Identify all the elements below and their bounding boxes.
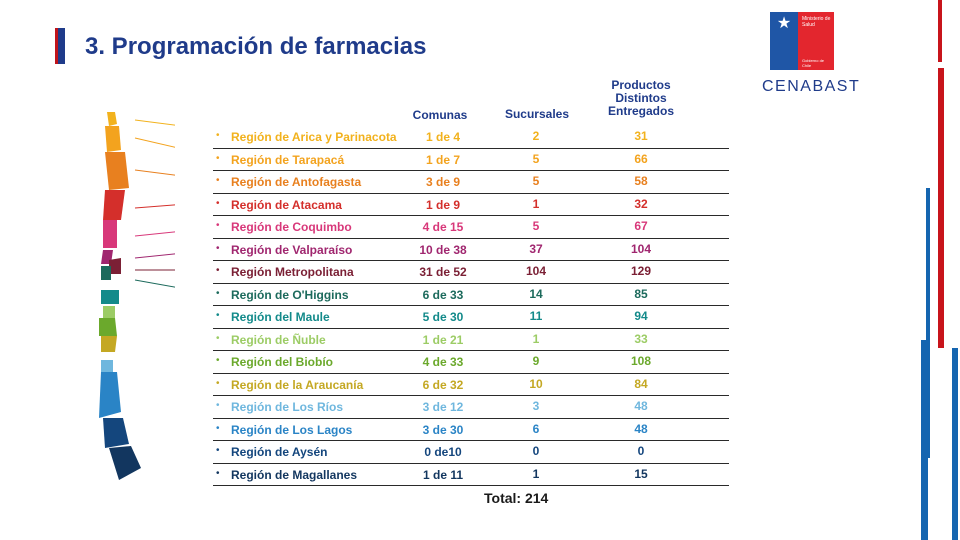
header-productos: Productos Distintos Entregados [607, 78, 674, 118]
table-row: • Región de Magallanes 1 de 11 1 15 [213, 464, 729, 486]
table-row: • Región de Atacama 1 de 9 1 32 [213, 194, 729, 216]
logo-name: CENABAST [762, 78, 861, 95]
sucursales-cell: 3 [532, 399, 540, 413]
productos-cell: 32 [634, 196, 648, 211]
table-total: Total: 214 [484, 490, 549, 506]
decorative-blue-line-1 [926, 188, 930, 458]
header-sucursales: Sucursales [504, 107, 570, 121]
comunas-cell: 1 de 9 [425, 197, 461, 212]
sucursales-cell: 2 [532, 129, 540, 143]
table-row: • Región del Maule 5 de 30 11 94 [213, 306, 729, 329]
region-name: Región de la Araucanía [231, 377, 364, 392]
sucursales-cell: 5 [532, 151, 540, 166]
star-icon: ★ [776, 15, 792, 32]
comunas-cell: 1 de 21 [422, 332, 464, 347]
comunas-cell: 5 de 30 [422, 310, 464, 324]
government-emblem: ★ Ministerio de Salud Gobierno de Chile [770, 12, 834, 70]
sucursales-cell: 6 [532, 421, 540, 436]
table-row: • Región de Ñuble 1 de 21 1 33 [213, 329, 729, 351]
table-row: • Región de la Araucanía 6 de 32 10 84 [213, 374, 729, 396]
table-row: • Región de Valparaíso 10 de 38 37 104 [213, 239, 729, 261]
region-name: Región Metropolitana [231, 265, 354, 279]
productos-cell: 85 [634, 286, 648, 301]
comunas-cell: 1 de 4 [425, 130, 461, 144]
decorative-blue-line-3 [952, 348, 958, 540]
productos-cell: 58 [634, 174, 648, 188]
region-name: Región del Biobío [231, 355, 333, 369]
region-name: Región de Tarapacá [231, 152, 345, 167]
pharmacy-table: • Región de Arica y Parinacota 1 de 4 2 31 •… [213, 126, 729, 486]
sucursales-cell: 5 [532, 219, 540, 233]
region-name: Región de Magallanes [231, 467, 358, 482]
sucursales-cell: 1 [532, 331, 540, 346]
table-row: • Región del Biobío 4 de 33 9 108 [213, 351, 729, 374]
comunas-cell: 1 de 7 [425, 152, 461, 167]
productos-cell: 31 [634, 129, 648, 143]
sucursales-cell: 9 [532, 354, 540, 368]
productos-cell: 108 [630, 354, 652, 368]
productos-cell: 48 [634, 421, 648, 436]
region-name: Región de Antofagasta [231, 175, 362, 189]
comunas-cell: 31 de 52 [419, 265, 467, 279]
table-row: • Región de O'Higgins 6 de 33 14 85 [213, 284, 729, 306]
table-row: • Región de Coquimbo 4 de 15 5 67 [213, 216, 729, 239]
sucursales-cell: 14 [529, 286, 543, 301]
table-row: • Región de Antofagasta 3 de 9 5 58 [213, 171, 729, 194]
productos-cell: 15 [634, 466, 648, 481]
sucursales-cell: 5 [532, 174, 540, 188]
sucursales-cell: 37 [529, 241, 543, 256]
productos-cell: 94 [634, 309, 648, 323]
region-name: Región de Los Lagos [231, 422, 353, 437]
productos-cell: 33 [634, 331, 648, 346]
comunas-cell: 1 de 11 [422, 467, 464, 482]
sucursales-cell: 11 [529, 309, 543, 323]
productos-cell: 48 [634, 399, 648, 413]
region-name: Región de Aysén [231, 445, 328, 459]
chile-regions-map [99, 112, 175, 480]
productos-cell: 67 [634, 219, 648, 233]
productos-cell: 84 [634, 376, 648, 391]
sucursales-cell: 10 [529, 376, 543, 391]
cenabast-logo: ★ Ministerio de Salud Gobierno de Chile … [762, 12, 859, 102]
comunas-cell: 0 de10 [424, 445, 462, 459]
comunas-cell: 4 de 15 [422, 220, 464, 234]
map-regions [99, 112, 141, 480]
header-comunas: Comunas [412, 108, 468, 122]
comunas-cell: 3 de 30 [422, 422, 464, 437]
sucursales-cell: 1 [532, 196, 540, 211]
table-row: • Región de Aysén 0 de10 0 0 [213, 441, 729, 464]
decorative-blue-line-2 [921, 340, 928, 540]
region-name: Región de Arica y Parinacota [231, 130, 397, 144]
sucursales-cell: 1 [532, 466, 540, 481]
comunas-cell: 10 de 38 [419, 242, 467, 257]
region-name: Región de Ñuble [231, 332, 326, 347]
region-name: Región de Atacama [231, 197, 342, 212]
decorative-red-line-2 [938, 68, 944, 348]
comunas-cell: 3 de 12 [422, 400, 464, 414]
comunas-cell: 4 de 33 [422, 355, 464, 369]
comunas-cell: 6 de 33 [422, 287, 464, 302]
region-name: Región del Maule [231, 310, 330, 324]
productos-cell: 104 [630, 241, 652, 256]
slide-title: 3. Programación de farmacias [85, 33, 427, 60]
sucursales-cell: 104 [525, 264, 547, 278]
productos-cell: 129 [630, 264, 652, 278]
region-name: Región de Los Ríos [231, 400, 344, 414]
table-row: • Región de Arica y Parinacota 1 de 4 2 31 [213, 126, 729, 149]
sucursales-cell: 0 [532, 444, 540, 458]
title-accent-bar [55, 28, 65, 64]
table-row: • Región Metropolitana 31 de 52 104 129 [213, 261, 729, 284]
table-row: • Región de Tarapacá 1 de 7 5 66 [213, 149, 729, 171]
region-name: Región de Valparaíso [231, 242, 353, 257]
comunas-cell: 6 de 32 [422, 377, 464, 392]
decorative-red-line-1 [938, 0, 942, 62]
table-row: • Región de Los Ríos 3 de 12 3 48 [213, 396, 729, 419]
region-name: Región de Coquimbo [231, 220, 352, 234]
productos-cell: 0 [637, 444, 645, 458]
map-leader-lines [134, 119, 175, 288]
region-name: Región de O'Higgins [231, 287, 349, 302]
productos-cell: 66 [634, 151, 648, 166]
table-row: • Región de Los Lagos 3 de 30 6 48 [213, 419, 729, 441]
comunas-cell: 3 de 9 [425, 175, 461, 189]
